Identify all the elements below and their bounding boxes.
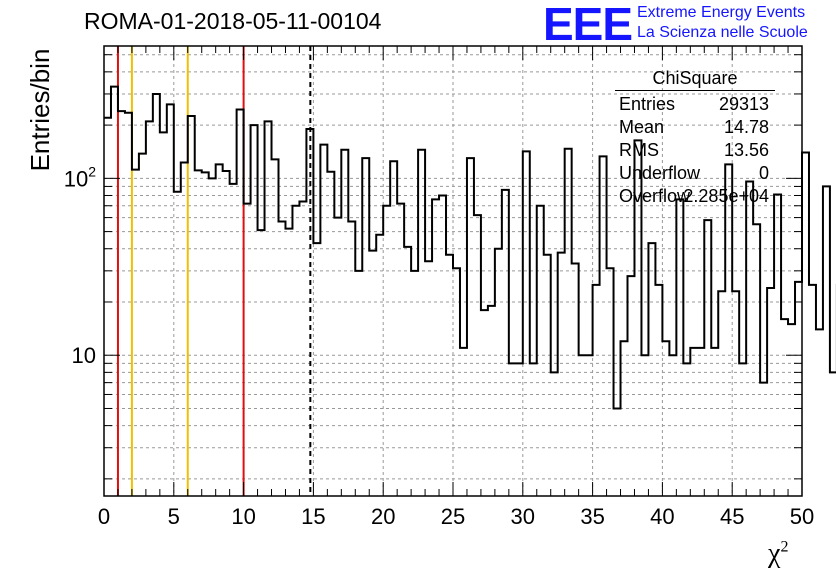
x-tick-label: 45 (720, 504, 744, 529)
stats-title: ChiSquare (615, 66, 775, 91)
stats-value: 29313 (718, 94, 769, 114)
x-tick-label: 50 (790, 504, 814, 529)
stats-row-overflow: Overflow 2.285e+04 (611, 185, 779, 208)
stats-box: ChiSquare Entries 29313 Mean 14.78 RMS 1… (611, 66, 779, 208)
x-axis-label: χ2 (768, 538, 788, 570)
y-tick-label: 10 (72, 343, 96, 368)
stats-row-mean: Mean 14.78 (611, 116, 779, 139)
x-tick-label: 0 (98, 504, 110, 529)
stats-row-rms: RMS 13.56 (611, 139, 779, 162)
stats-label: Mean (619, 117, 665, 137)
y-axis-label: Entries/bin (25, 48, 55, 172)
x-axis-label-text: χ (768, 538, 781, 569)
x-tick-label: 30 (511, 504, 535, 529)
stats-label: Entries (619, 94, 676, 114)
logo-line-2: La Scienza nelle Scuole (637, 24, 808, 41)
chart-title: ROMA-01-2018-05-11-00104 (84, 8, 382, 34)
x-tick-label: 20 (371, 504, 395, 529)
x-tick-label: 5 (168, 504, 180, 529)
y-tick-label: 102 (64, 163, 96, 191)
eee-logo-mark: EEE (543, 0, 633, 50)
stats-value: 13.56 (723, 140, 769, 160)
stats-value: 14.78 (723, 117, 769, 137)
x-axis-label-superscript: 2 (780, 538, 789, 556)
stats-row-underflow: Underflow 0 (611, 162, 779, 185)
stats-value: 0 (758, 163, 769, 183)
stats-row-entries: Entries 29313 (611, 93, 779, 116)
stats-label: Underflow (619, 163, 701, 183)
stats-label: RMS (619, 140, 659, 160)
stats-label: Overflow (619, 186, 691, 206)
histogram-series (104, 85, 836, 410)
stats-value: 2.285e+04 (683, 186, 769, 206)
x-tick-label: 10 (231, 504, 255, 529)
x-tick-label: 35 (580, 504, 604, 529)
x-tick-label: 25 (441, 504, 465, 529)
x-tick-label: 40 (650, 504, 674, 529)
x-tick-label: 15 (301, 504, 325, 529)
logo-line-1: Extreme Energy Events (637, 4, 806, 21)
